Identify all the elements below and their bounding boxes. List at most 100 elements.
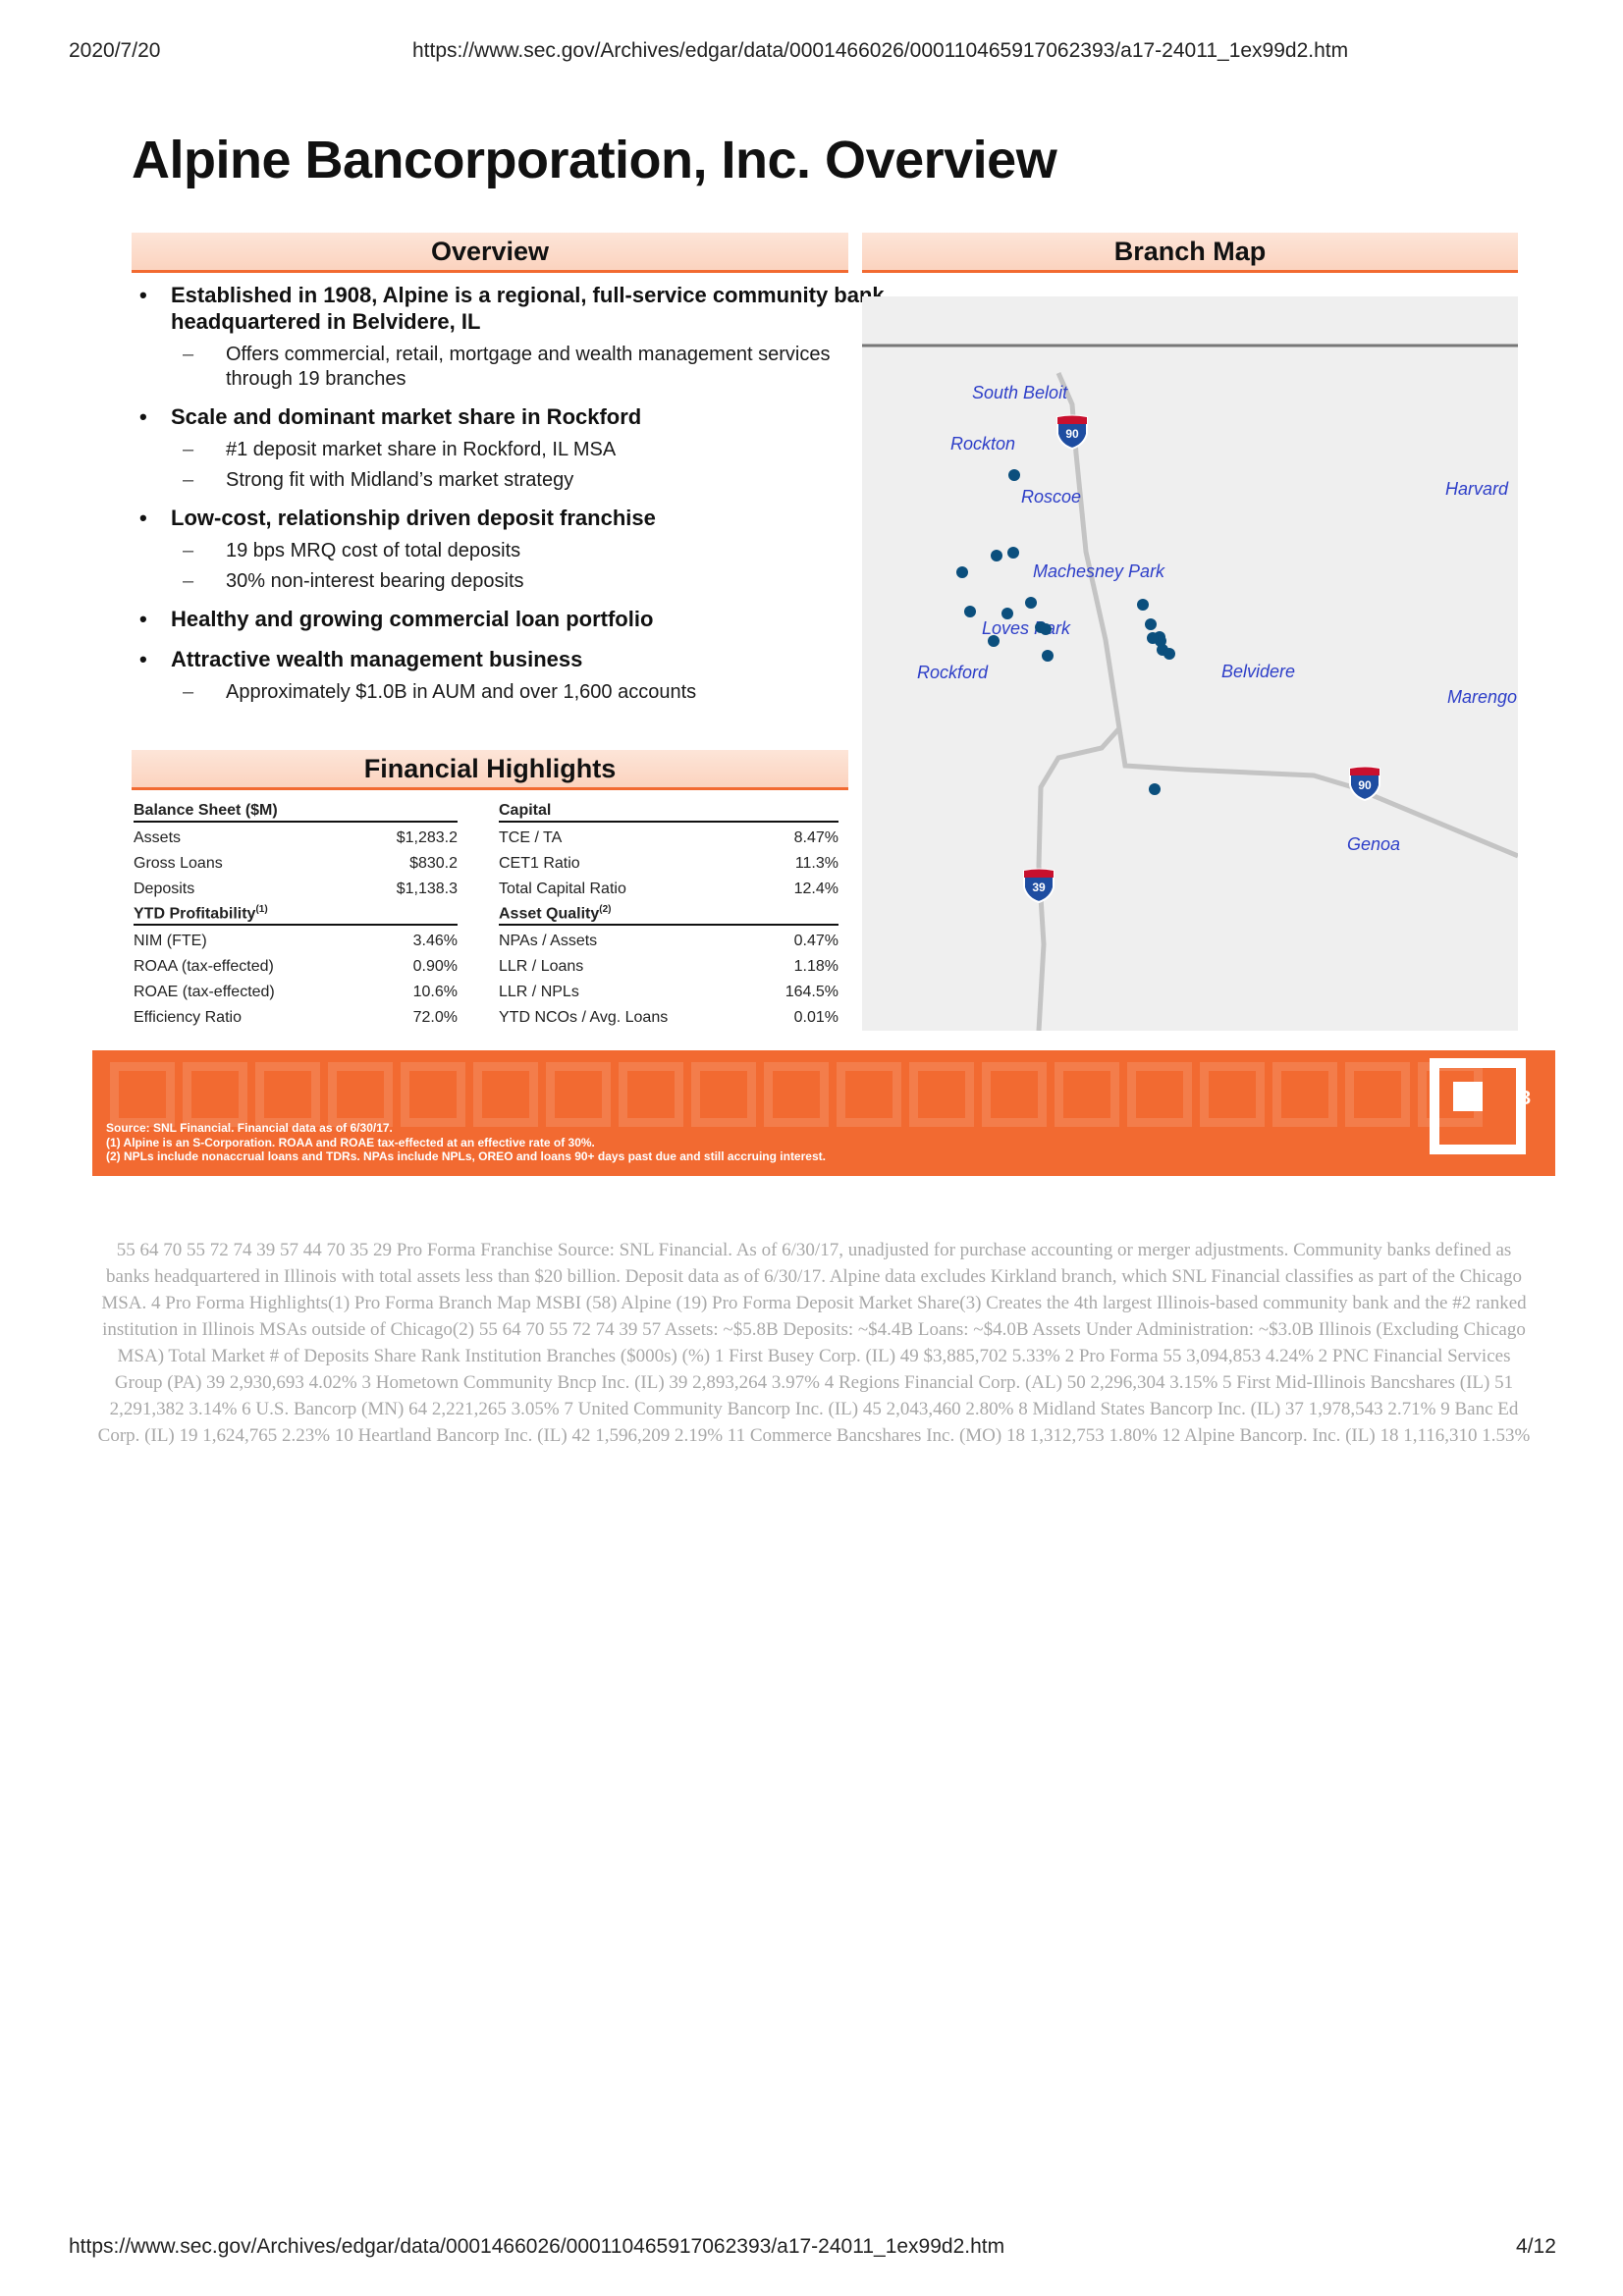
financial-row: NPAs / Assets 0.47%: [499, 929, 839, 954]
band-pattern-square: [691, 1062, 756, 1127]
financial-group-header: YTD Profitability(1): [134, 904, 458, 927]
branch-location-marker: [956, 566, 968, 578]
branch-location-marker: [991, 550, 1002, 561]
overview-heading: Overview: [132, 233, 848, 273]
financial-row: LLR / NPLs 164.5%: [499, 980, 839, 1005]
overview-sub-bullet: 30% non-interest bearing deposits: [132, 569, 897, 594]
branch-location-marker: [964, 606, 976, 617]
financial-group-header: Asset Quality(2): [499, 904, 839, 927]
branch-location-marker: [1163, 648, 1175, 660]
band-pattern-square: [255, 1062, 320, 1127]
branch-location-marker: [1042, 650, 1054, 662]
overview-bullet: Established in 1908, Alpine is a regiona…: [132, 282, 897, 335]
financial-value: 0.90%: [412, 958, 458, 976]
financial-group: Balance Sheet ($M) Assets $1,283.2 Gross Lo…: [134, 802, 458, 902]
financial-row: NIM (FTE) 3.46%: [134, 929, 458, 954]
map-city-label: Rockford: [917, 663, 989, 682]
print-page-count: 4/12: [1516, 2235, 1556, 2258]
financial-value: 8.47%: [793, 829, 839, 846]
map-city-label: Genoa: [1347, 834, 1401, 854]
financial-label: Total Capital Ratio: [499, 881, 626, 897]
slide: Alpine Bancorporation, Inc. Overview Ove…: [92, 80, 1555, 1176]
footnote-ref: (2): [599, 904, 612, 915]
financial-group: Asset Quality(2) NPAs / Assets 0.47% LLR / …: [499, 904, 839, 1031]
financial-group-header: Balance Sheet ($M): [134, 802, 458, 823]
financial-row: YTD NCOs / Avg. Loans 0.01%: [499, 1005, 839, 1031]
financial-value: 164.5%: [784, 984, 839, 1001]
overview-bullet: Attractive wealth management business: [132, 646, 897, 672]
branch-location-marker: [1025, 597, 1037, 609]
overview-bullet: Low-cost, relationship driven deposit fr…: [132, 505, 897, 531]
branch-location-marker: [1137, 599, 1149, 611]
overview-bullet-group: Scale and dominant market share in Rockf…: [132, 403, 897, 493]
band-pattern-square: [837, 1062, 901, 1127]
logo-square-icon: [1430, 1058, 1526, 1154]
overview-list: Established in 1908, Alpine is a regiona…: [132, 282, 897, 717]
band-pattern-square: [619, 1062, 683, 1127]
financial-label: LLR / NPLs: [499, 984, 579, 1001]
band-pattern-square: [1055, 1062, 1119, 1127]
financial-row: TCE / TA 8.47%: [499, 826, 839, 851]
financial-label: ROAA (tax-effected): [134, 958, 274, 976]
branch-location-marker: [988, 635, 1000, 647]
body-text: 55 64 70 55 72 74 39 57 44 70 35 29 Pro …: [97, 1240, 1531, 1446]
branch-location-marker: [1001, 608, 1013, 619]
financial-value: 12.4%: [793, 881, 839, 897]
financial-label: Efficiency Ratio: [134, 1009, 242, 1027]
financial-column-left: Balance Sheet ($M) Assets $1,283.2 Gross Lo…: [134, 802, 458, 1031]
financial-value: $1,138.3: [396, 881, 458, 897]
financial-value: 10.6%: [412, 984, 458, 1001]
financial-value: 0.47%: [793, 933, 839, 950]
branch-location-marker: [1007, 547, 1019, 559]
page-number: 3: [1520, 1088, 1532, 1109]
overview-bullet: Scale and dominant market share in Rockf…: [132, 403, 897, 430]
financial-group: YTD Profitability(1) NIM (FTE) 3.46% ROAA (…: [134, 904, 458, 1031]
overview-sub-bullet: 19 bps MRQ cost of total deposits: [132, 539, 897, 563]
map-city-label: Harvard: [1445, 479, 1509, 499]
interstate-shield-icon: 90: [1055, 414, 1090, 450]
financial-group: Capital TCE / TA 8.47% CET1 Ratio 11.3% Total…: [499, 802, 839, 902]
financial-row: Gross Loans $830.2: [134, 851, 458, 877]
financial-row: Assets $1,283.2: [134, 826, 458, 851]
footnote: (1) Alpine is an S-Corporation. ROAA and…: [106, 1135, 595, 1149]
band-pattern-square: [1272, 1062, 1337, 1127]
band-pattern-square: [401, 1062, 465, 1127]
financial-highlights-heading: Financial Highlights: [132, 750, 848, 790]
financial-column-right: Capital TCE / TA 8.47% CET1 Ratio 11.3% Total…: [499, 802, 839, 1031]
interstate-shield-icon: 90: [1347, 766, 1382, 801]
branch-location-marker: [1040, 623, 1052, 635]
band-pattern-square: [1345, 1062, 1410, 1127]
financial-label: Deposits: [134, 881, 195, 897]
financial-row: ROAE (tax-effected) 10.6%: [134, 980, 458, 1005]
financial-value: $1,283.2: [396, 829, 458, 846]
financial-label: LLR / Loans: [499, 958, 584, 976]
branch-map: South Beloit Rockton Roscoe Harvard Machesne…: [862, 296, 1518, 1031]
financial-label: TCE / TA: [499, 829, 563, 846]
band-pattern-square: [473, 1062, 538, 1127]
financial-value: 3.46%: [412, 933, 458, 950]
financial-label: YTD NCOs / Avg. Loans: [499, 1009, 669, 1027]
branch-location-marker: [1147, 632, 1159, 644]
branch-map-heading: Branch Map: [862, 233, 1518, 273]
branch-location-marker: [1145, 618, 1157, 630]
band-pattern-square: [764, 1062, 829, 1127]
footnote: Source: SNL Financial. Financial data as…: [106, 1121, 393, 1135]
financial-value: 0.01%: [793, 1009, 839, 1027]
branch-location-marker: [1008, 469, 1020, 481]
band-pattern-square: [328, 1062, 393, 1127]
print-date: 2020/7/20: [69, 39, 161, 62]
print-url: https://www.sec.gov/Archives/edgar/data/…: [412, 39, 1349, 62]
financial-value: 1.18%: [793, 958, 839, 976]
band-pattern-square: [183, 1062, 247, 1127]
map-city-label: Machesney Park: [1033, 561, 1165, 581]
overview-bullet-group: Attractive wealth management business Ap…: [132, 646, 897, 705]
interstate-shield-icon: 39: [1021, 868, 1056, 903]
band-pattern-square: [546, 1062, 611, 1127]
financial-label: CET1 Ratio: [499, 855, 580, 872]
interstate-number: 90: [1358, 778, 1372, 792]
financial-value: 72.0%: [412, 1009, 458, 1027]
footnotes: Source: SNL Financial. Financial data as…: [106, 1121, 1284, 1164]
band-pattern-square: [1200, 1062, 1265, 1127]
map-city-label: South Beloit: [972, 383, 1068, 402]
financial-row: CET1 Ratio 11.3%: [499, 851, 839, 877]
